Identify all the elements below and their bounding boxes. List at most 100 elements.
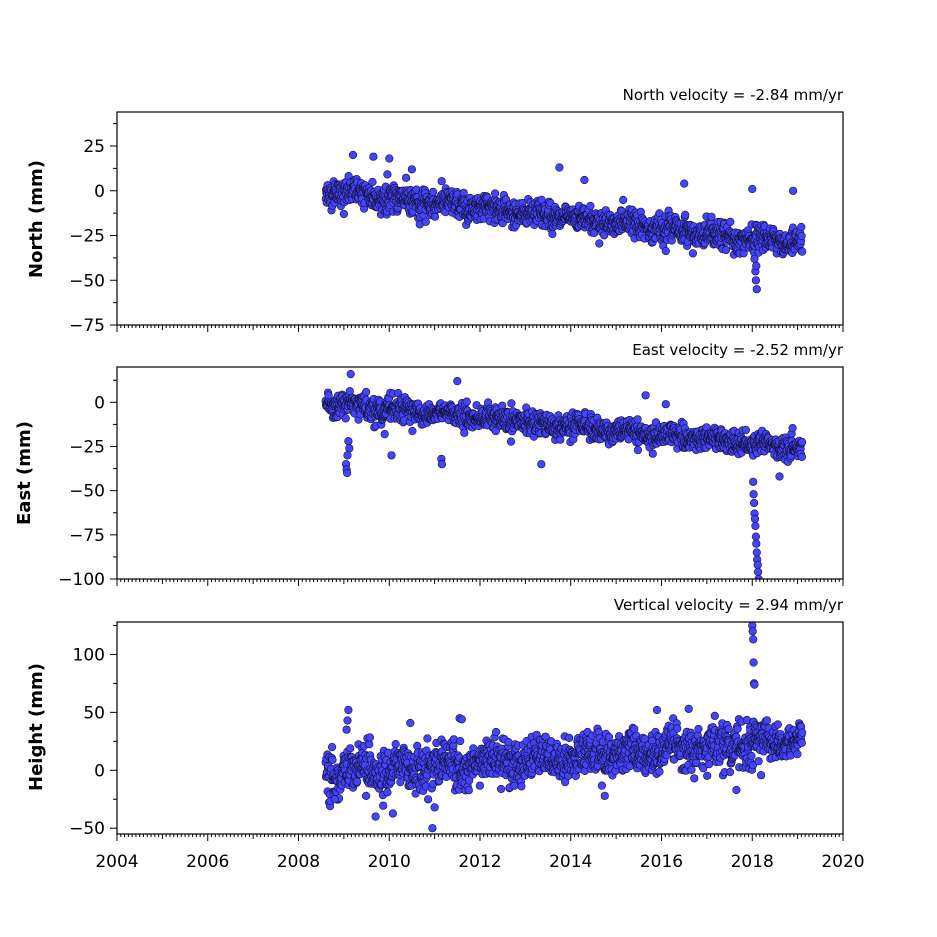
data-point (388, 809, 398, 818)
data-point (586, 201, 595, 211)
data-point (437, 177, 446, 186)
data-point (640, 734, 649, 744)
east-y-axis-label: East (mm) (14, 421, 35, 525)
outlier-point (428, 824, 437, 833)
data-point (383, 170, 392, 179)
data-point (430, 212, 440, 221)
data-point (408, 426, 417, 436)
outlier-point (344, 705, 353, 715)
data-point (464, 786, 473, 795)
data-point (565, 733, 574, 743)
y-tick-label: 0 (94, 182, 105, 202)
outlier-point (775, 472, 784, 481)
outlier-point (537, 460, 546, 469)
data-point (424, 795, 433, 804)
data-point (721, 245, 731, 255)
north-data-points (321, 150, 807, 294)
outlier-point (457, 715, 466, 724)
data-point (655, 767, 664, 776)
outlier-point (751, 276, 761, 285)
outlier-point (453, 377, 462, 386)
outlier-point (652, 705, 662, 715)
data-point (788, 424, 797, 433)
data-point (773, 720, 782, 729)
outlier-point (749, 490, 758, 499)
data-point (341, 414, 350, 423)
outlier-point (748, 627, 757, 636)
data-point (797, 438, 807, 447)
data-point (725, 767, 735, 777)
data-point (507, 399, 516, 408)
data-point (517, 782, 526, 791)
data-point (793, 749, 802, 759)
height-data-points (321, 621, 807, 833)
data-point (353, 777, 362, 786)
outlier-point (387, 451, 396, 460)
data-point (707, 212, 716, 221)
data-point (541, 732, 550, 741)
data-point (328, 742, 337, 752)
data-point (365, 733, 375, 742)
data-point (661, 246, 670, 256)
east-velocity-title: East velocity = -2.52 mm/yr (632, 341, 844, 359)
outlier-point (684, 704, 693, 714)
data-point (362, 387, 371, 397)
outlier-point (343, 716, 352, 725)
outlier-point (344, 437, 353, 446)
outlier-point (641, 391, 650, 400)
y-tick-label: 25 (83, 137, 105, 157)
data-point (506, 437, 516, 446)
data-point (797, 738, 806, 747)
data-point (491, 427, 500, 436)
outlier-point (749, 477, 758, 486)
north-panel: North velocity = -2.84 mm/yr North (mm) … (26, 86, 844, 336)
outlier-point (752, 285, 761, 294)
data-point (690, 774, 699, 783)
outlier-point (345, 444, 354, 453)
y-tick-label: −25 (69, 438, 105, 458)
outlier-point (752, 539, 761, 548)
outlier-point (732, 785, 741, 795)
data-point (491, 189, 500, 198)
data-point (423, 734, 432, 743)
outlier-point (680, 179, 689, 188)
y-tick-label: −75 (69, 526, 105, 546)
data-point (324, 391, 333, 400)
north-y-axis-label: North (mm) (26, 160, 47, 278)
outlier-point (751, 532, 761, 541)
data-point (362, 791, 371, 801)
y-tick-label: −25 (69, 227, 105, 247)
data-point (406, 718, 415, 728)
outlier-point (751, 521, 760, 531)
data-point (396, 777, 405, 787)
data-point (798, 247, 807, 256)
vertical-velocity-title: Vertical velocity = 2.94 mm/yr (614, 596, 844, 614)
data-point (703, 771, 712, 780)
data-point (462, 397, 471, 406)
data-point (465, 776, 474, 785)
outlier-point (752, 261, 761, 271)
data-point (687, 765, 696, 775)
data-point (429, 187, 438, 196)
outlier-point (750, 680, 759, 689)
outlier-point (788, 186, 798, 195)
data-point (704, 759, 714, 769)
outlier-point (342, 725, 351, 734)
data-point (798, 728, 807, 737)
data-point (688, 249, 698, 258)
east-data-points (321, 370, 807, 579)
data-point (797, 222, 806, 232)
outlier-point (437, 460, 447, 469)
data-point (633, 415, 642, 424)
outlier-point (749, 498, 759, 508)
y-tick-label: −50 (69, 482, 105, 502)
data-point (402, 173, 411, 182)
outlier-point (555, 163, 564, 172)
data-point (368, 177, 377, 187)
data-point (754, 757, 763, 766)
outlier-point (369, 152, 378, 161)
outlier-point (748, 184, 757, 194)
outlier-point (580, 175, 589, 185)
outlier-point (600, 791, 609, 800)
